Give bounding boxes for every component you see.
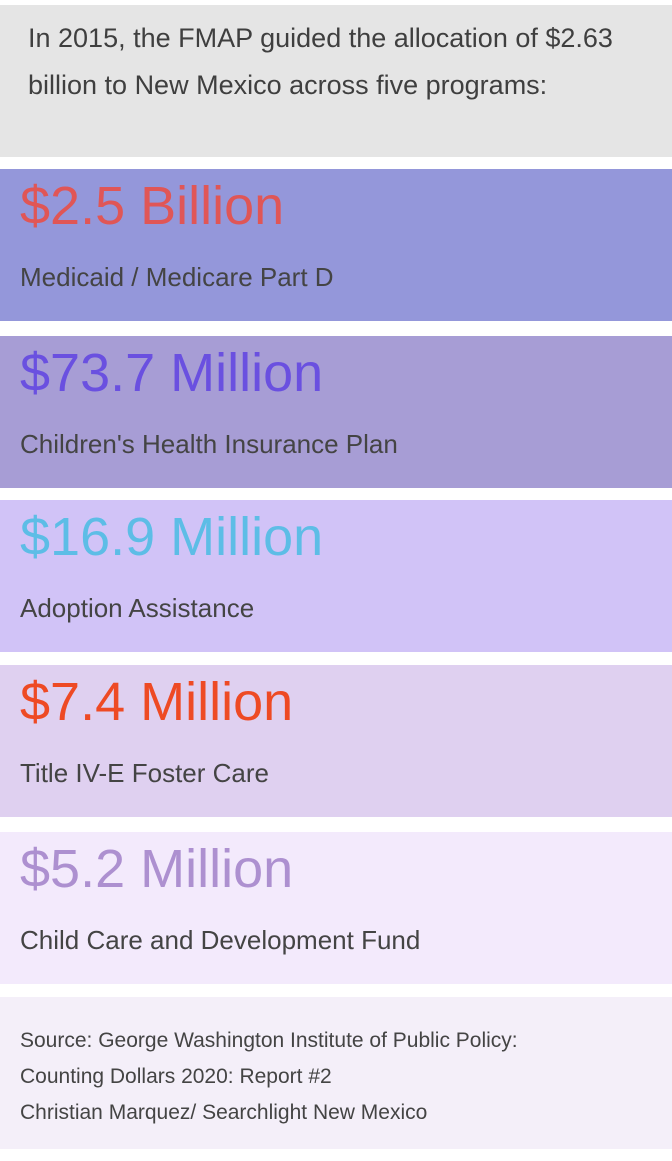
program-amount: $16.9 Million xyxy=(20,507,324,567)
credit-line: Christian Marquez/ Searchlight New Mexic… xyxy=(20,1101,428,1124)
source-line: Counting Dollars 2020: Report #2 xyxy=(20,1065,332,1088)
program-label: Children's Health Insurance Plan xyxy=(20,429,398,459)
program-card-medicaid: $2.5 Billion Medicaid / Medicare Part D xyxy=(0,169,672,321)
program-amount: $5.2 Million xyxy=(20,839,294,899)
program-label: Adoption Assistance xyxy=(20,593,255,623)
program-card-foster-care: $7.4 Million Title IV-E Foster Care xyxy=(0,665,672,817)
program-card-adoption: $16.9 Million Adoption Assistance xyxy=(0,500,672,652)
source-note: Source: George Washington Institute of P… xyxy=(0,997,672,1149)
program-amount: $73.7 Million xyxy=(20,343,324,403)
source-line: Source: George Washington Institute of P… xyxy=(20,1029,518,1052)
program-label: Child Care and Development Fund xyxy=(20,925,421,955)
program-card-chip: $73.7 Million Children's Health Insuranc… xyxy=(0,336,672,488)
intro-text: In 2015, the FMAP guided the allocation … xyxy=(0,5,672,157)
program-label: Title IV-E Foster Care xyxy=(20,758,269,788)
program-card-child-care: $5.2 Million Child Care and Development … xyxy=(0,832,672,984)
program-amount: $2.5 Billion xyxy=(20,176,285,236)
program-amount: $7.4 Million xyxy=(20,672,294,732)
program-label: Medicaid / Medicare Part D xyxy=(20,262,334,292)
